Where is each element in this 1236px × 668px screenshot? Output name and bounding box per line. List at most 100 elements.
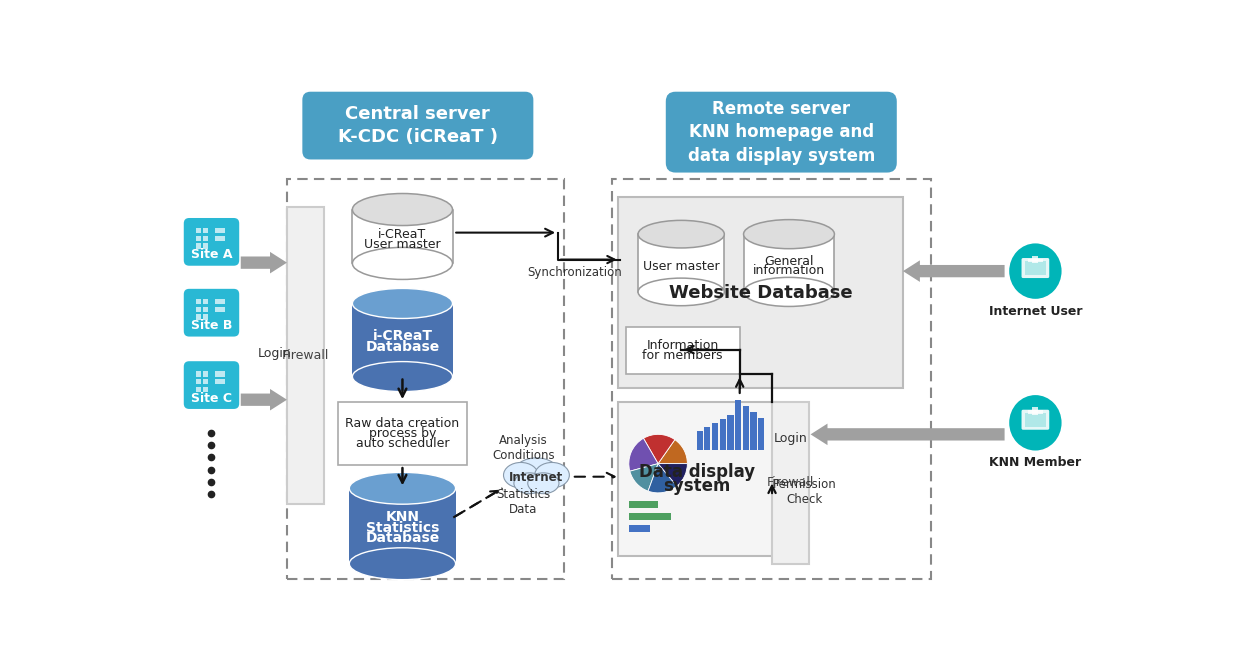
- Ellipse shape: [638, 278, 724, 306]
- Ellipse shape: [352, 194, 452, 226]
- Text: Statistics: Statistics: [366, 520, 439, 534]
- Text: Central server
K-CDC (iCReaT ): Central server K-CDC (iCReaT ): [337, 105, 498, 146]
- Text: Firewall: Firewall: [282, 349, 329, 362]
- Bar: [618, 197, 904, 388]
- Bar: [197, 314, 201, 319]
- Polygon shape: [904, 261, 1005, 282]
- Ellipse shape: [535, 462, 570, 488]
- FancyBboxPatch shape: [303, 92, 534, 160]
- Wedge shape: [658, 440, 687, 464]
- Bar: [1025, 261, 1046, 275]
- Text: Site C: Site C: [192, 391, 232, 405]
- Bar: [203, 307, 209, 312]
- Bar: [1032, 407, 1038, 415]
- Bar: [215, 299, 225, 304]
- Bar: [197, 371, 201, 377]
- Bar: [712, 423, 718, 450]
- Text: Statistics
Data: Statistics Data: [496, 488, 550, 516]
- Bar: [287, 207, 324, 504]
- Bar: [1025, 413, 1046, 427]
- Bar: [215, 371, 225, 377]
- Ellipse shape: [352, 361, 452, 391]
- Text: Remote server
KNN homepage and
data display system: Remote server KNN homepage and data disp…: [687, 100, 875, 165]
- FancyBboxPatch shape: [184, 289, 240, 337]
- Ellipse shape: [514, 473, 545, 494]
- Wedge shape: [630, 464, 658, 491]
- FancyBboxPatch shape: [1021, 409, 1049, 430]
- Bar: [750, 412, 756, 450]
- Ellipse shape: [744, 220, 834, 248]
- Ellipse shape: [1010, 395, 1062, 450]
- Polygon shape: [241, 252, 287, 273]
- Bar: [350, 488, 456, 564]
- Text: Login: Login: [774, 432, 807, 445]
- Bar: [203, 379, 209, 384]
- Bar: [287, 179, 564, 579]
- Text: Internet User: Internet User: [989, 305, 1083, 318]
- Bar: [215, 307, 225, 312]
- Text: Permission
Check: Permission Check: [772, 478, 837, 506]
- Text: Internet: Internet: [509, 471, 564, 484]
- Ellipse shape: [514, 458, 559, 488]
- Ellipse shape: [350, 548, 456, 580]
- Wedge shape: [648, 464, 677, 493]
- Bar: [629, 513, 671, 520]
- Text: Site A: Site A: [190, 248, 232, 261]
- Bar: [352, 303, 452, 377]
- Bar: [203, 236, 209, 241]
- Text: Login: Login: [258, 347, 292, 360]
- FancyBboxPatch shape: [184, 361, 240, 409]
- FancyBboxPatch shape: [666, 92, 897, 172]
- Bar: [197, 243, 201, 248]
- Text: Database: Database: [366, 531, 440, 545]
- Ellipse shape: [352, 247, 452, 279]
- Ellipse shape: [528, 473, 559, 494]
- Bar: [705, 427, 711, 450]
- Ellipse shape: [352, 289, 452, 319]
- Bar: [197, 307, 201, 312]
- Bar: [197, 299, 201, 304]
- Bar: [1032, 256, 1038, 263]
- Text: Data display: Data display: [639, 464, 755, 482]
- Text: Analysis
Conditions: Analysis Conditions: [492, 434, 555, 462]
- Wedge shape: [644, 434, 675, 464]
- Bar: [629, 525, 650, 532]
- Bar: [612, 179, 932, 579]
- Bar: [638, 234, 724, 292]
- Text: Raw data creation: Raw data creation: [345, 417, 460, 430]
- Text: auto scheduler: auto scheduler: [356, 437, 449, 450]
- Bar: [203, 228, 209, 233]
- Bar: [203, 387, 209, 392]
- Text: KNN Member: KNN Member: [989, 456, 1082, 470]
- Bar: [203, 243, 209, 248]
- Text: KNN: KNN: [386, 510, 419, 524]
- Bar: [197, 379, 201, 384]
- Bar: [772, 402, 810, 564]
- Bar: [728, 415, 733, 450]
- Text: Database: Database: [366, 340, 440, 354]
- Bar: [197, 387, 201, 392]
- Bar: [618, 402, 776, 556]
- Text: i-CReaT: i-CReaT: [378, 228, 426, 241]
- Ellipse shape: [350, 472, 456, 504]
- Bar: [735, 399, 742, 450]
- Bar: [203, 371, 209, 377]
- Ellipse shape: [744, 277, 834, 307]
- Text: User master: User master: [365, 238, 441, 251]
- Bar: [719, 419, 726, 450]
- Bar: [203, 299, 209, 304]
- Bar: [197, 236, 201, 241]
- Bar: [743, 406, 749, 450]
- Text: Firewall: Firewall: [766, 476, 815, 490]
- Bar: [1027, 411, 1043, 413]
- Text: for members: for members: [643, 349, 723, 362]
- Ellipse shape: [503, 462, 538, 488]
- Bar: [215, 236, 225, 241]
- Wedge shape: [658, 464, 687, 486]
- Text: General: General: [764, 255, 813, 268]
- Bar: [337, 402, 467, 465]
- Text: Information: Information: [646, 339, 719, 352]
- Bar: [744, 234, 834, 292]
- Bar: [758, 418, 764, 450]
- Bar: [197, 228, 201, 233]
